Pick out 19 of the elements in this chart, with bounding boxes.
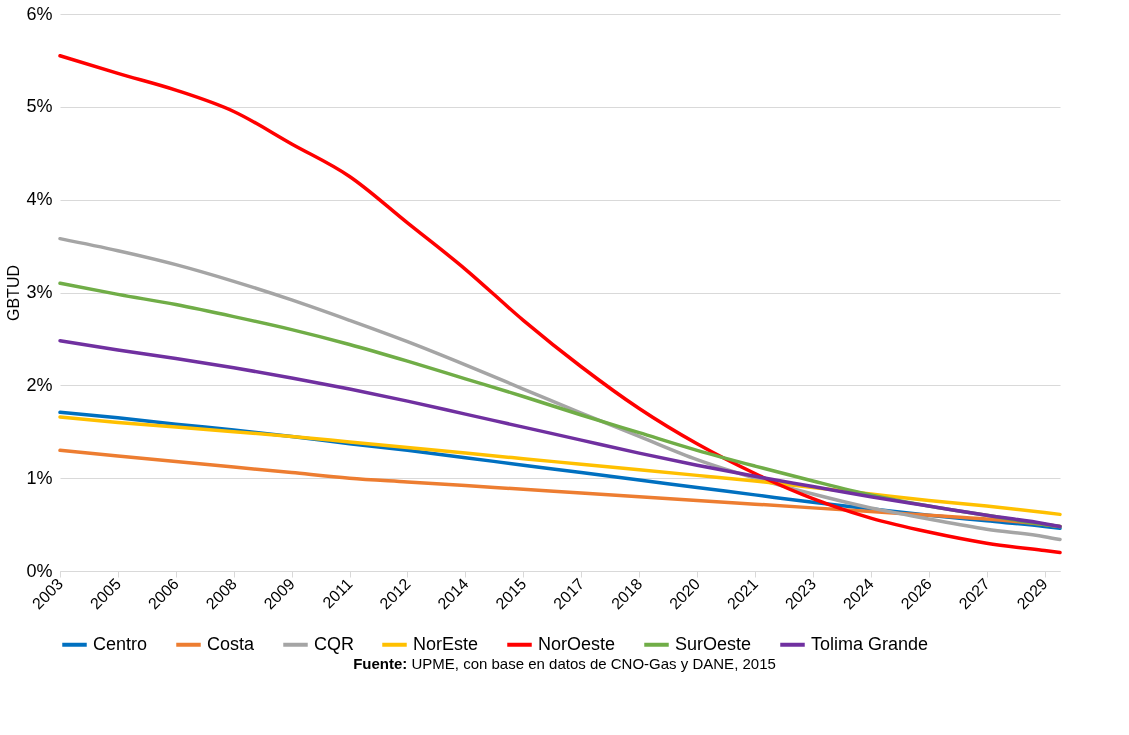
legend-label: Costa [207, 633, 256, 654]
line-series [58, 415, 1062, 517]
line-series [58, 54, 1062, 555]
legend-label: Tolima Grande [811, 633, 929, 654]
y-tick-label: 0% [26, 560, 53, 581]
line-series [58, 339, 1062, 529]
y-tick-label: 5% [26, 96, 53, 117]
legend-label: NorEste [413, 633, 479, 654]
y-tick-label: 6% [26, 3, 53, 24]
legend-label: SurOeste [675, 633, 752, 654]
legend-label: Centro [93, 633, 148, 654]
y-tick-label: 2% [26, 374, 53, 395]
y-tick-label: 1% [26, 467, 53, 488]
legend-label: NorOeste [538, 633, 616, 654]
y-tick-label: 3% [26, 282, 53, 302]
y-axis-title: GBTUD [5, 265, 23, 321]
legend-label: CQR [314, 633, 354, 654]
y-tick-label: 4% [26, 189, 53, 210]
source-note: Fuente: UPME, con base en datos de CNO-Gas y DANE, 2015 [352, 655, 777, 672]
